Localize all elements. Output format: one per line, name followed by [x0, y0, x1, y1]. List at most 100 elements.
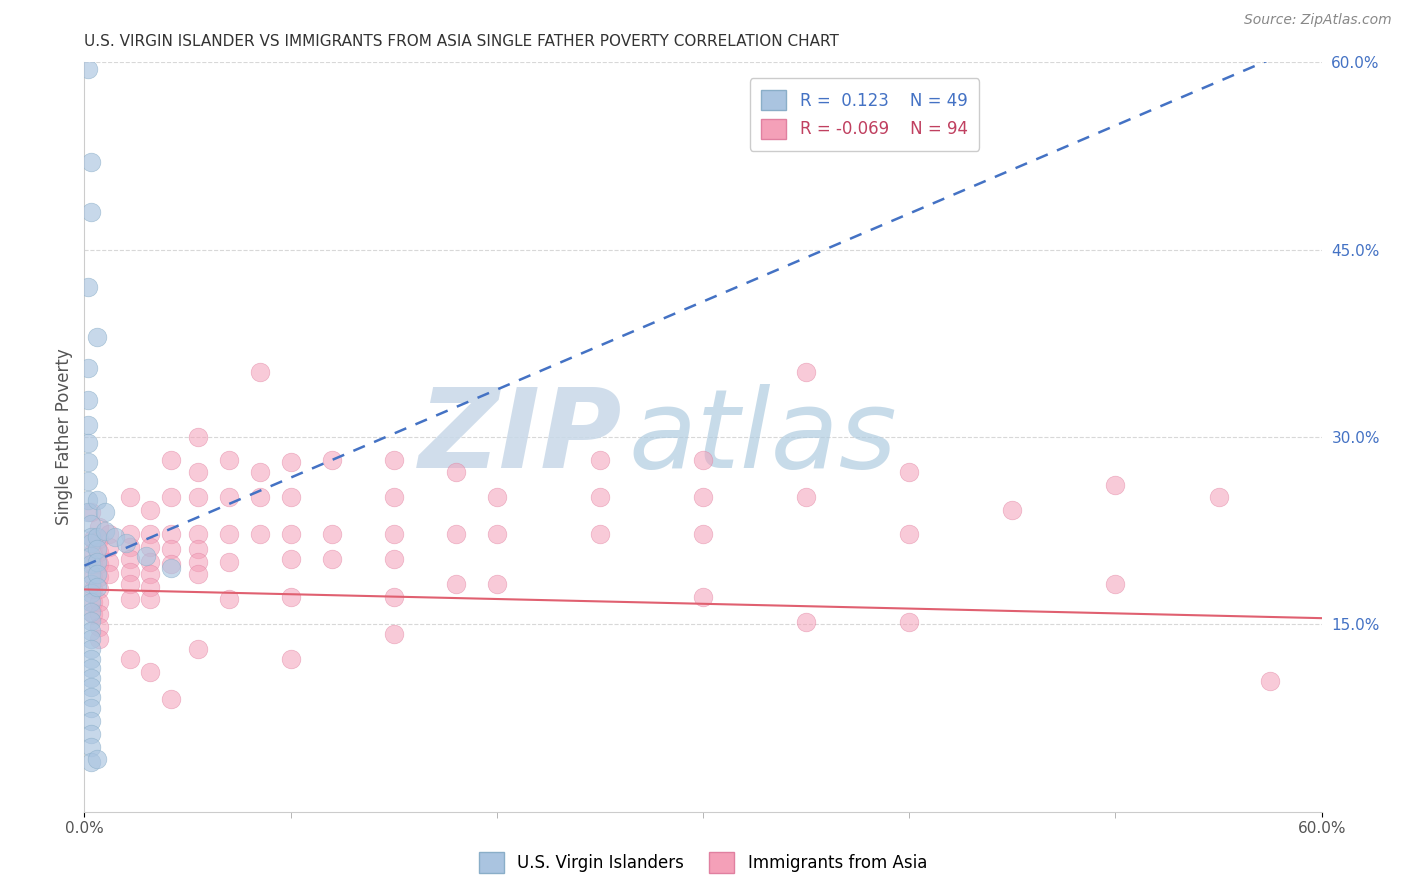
Point: [692, 452, 714, 467]
Point: [79, 624, 101, 638]
Point: [86, 580, 108, 594]
Point: [139, 592, 162, 607]
Point: [87, 570, 110, 584]
Point: [485, 527, 508, 541]
Point: [82, 607, 104, 622]
Point: [187, 642, 209, 657]
Point: [104, 530, 127, 544]
Point: [444, 465, 467, 479]
Point: [79, 642, 101, 657]
Point: [692, 590, 714, 604]
Point: [118, 540, 141, 554]
Point: [187, 567, 209, 582]
Point: [382, 590, 405, 604]
Point: [139, 527, 162, 541]
Point: [160, 542, 183, 557]
Point: [794, 615, 817, 629]
Point: [218, 490, 240, 504]
Text: ZIP: ZIP: [419, 384, 623, 491]
Point: [77, 492, 100, 507]
Point: [79, 714, 101, 728]
Point: [485, 490, 508, 504]
Point: [898, 615, 921, 629]
Point: [118, 592, 141, 607]
Point: [79, 586, 101, 600]
Point: [87, 545, 110, 559]
Point: [589, 452, 612, 467]
Point: [79, 680, 101, 694]
Point: [160, 490, 183, 504]
Point: [139, 580, 162, 594]
Point: [139, 502, 162, 516]
Point: [249, 465, 271, 479]
Point: [1258, 673, 1281, 688]
Point: [77, 474, 100, 488]
Point: [1104, 577, 1126, 591]
Point: [77, 280, 100, 294]
Point: [114, 536, 136, 550]
Point: [82, 533, 104, 547]
Point: [118, 527, 141, 541]
Point: [82, 570, 104, 584]
Point: [86, 492, 108, 507]
Point: [87, 558, 110, 572]
Point: [87, 533, 110, 547]
Point: [77, 436, 100, 450]
Point: [898, 465, 921, 479]
Point: [118, 565, 141, 579]
Point: [692, 490, 714, 504]
Point: [218, 592, 240, 607]
Point: [187, 542, 209, 557]
Point: [160, 558, 183, 572]
Point: [280, 527, 302, 541]
Point: [444, 527, 467, 541]
Point: [589, 527, 612, 541]
Point: [218, 527, 240, 541]
Point: [160, 452, 183, 467]
Point: [187, 555, 209, 569]
Point: [280, 490, 302, 504]
Point: [118, 490, 141, 504]
Y-axis label: Single Father Poverty: Single Father Poverty: [55, 349, 73, 525]
Point: [82, 558, 104, 572]
Point: [98, 527, 121, 541]
Point: [249, 365, 271, 379]
Point: [280, 590, 302, 604]
Point: [77, 392, 100, 407]
Point: [86, 752, 108, 766]
Text: U.S. VIRGIN ISLANDER VS IMMIGRANTS FROM ASIA SINGLE FATHER POVERTY CORRELATION C: U.S. VIRGIN ISLANDER VS IMMIGRANTS FROM …: [84, 34, 839, 49]
Point: [82, 545, 104, 559]
Point: [79, 755, 101, 769]
Point: [794, 365, 817, 379]
Point: [86, 542, 108, 557]
Point: [79, 558, 101, 572]
Point: [79, 549, 101, 563]
Point: [79, 567, 101, 582]
Point: [79, 739, 101, 754]
Legend: U.S. Virgin Islanders, Immigrants from Asia: U.S. Virgin Islanders, Immigrants from A…: [472, 846, 934, 880]
Point: [79, 727, 101, 741]
Point: [382, 627, 405, 641]
Point: [218, 555, 240, 569]
Point: [79, 661, 101, 675]
Point: [485, 577, 508, 591]
Point: [86, 555, 108, 569]
Point: [79, 652, 101, 666]
Point: [187, 430, 209, 444]
Point: [94, 524, 117, 538]
Point: [86, 330, 108, 344]
Point: [280, 552, 302, 566]
Point: [79, 595, 101, 609]
Point: [794, 490, 817, 504]
Point: [79, 632, 101, 647]
Point: [139, 567, 162, 582]
Text: Source: ZipAtlas.com: Source: ZipAtlas.com: [1244, 13, 1392, 28]
Point: [139, 540, 162, 554]
Point: [160, 561, 183, 575]
Point: [77, 361, 100, 376]
Point: [79, 690, 101, 704]
Point: [382, 552, 405, 566]
Point: [321, 552, 343, 566]
Point: [86, 567, 108, 582]
Point: [160, 527, 183, 541]
